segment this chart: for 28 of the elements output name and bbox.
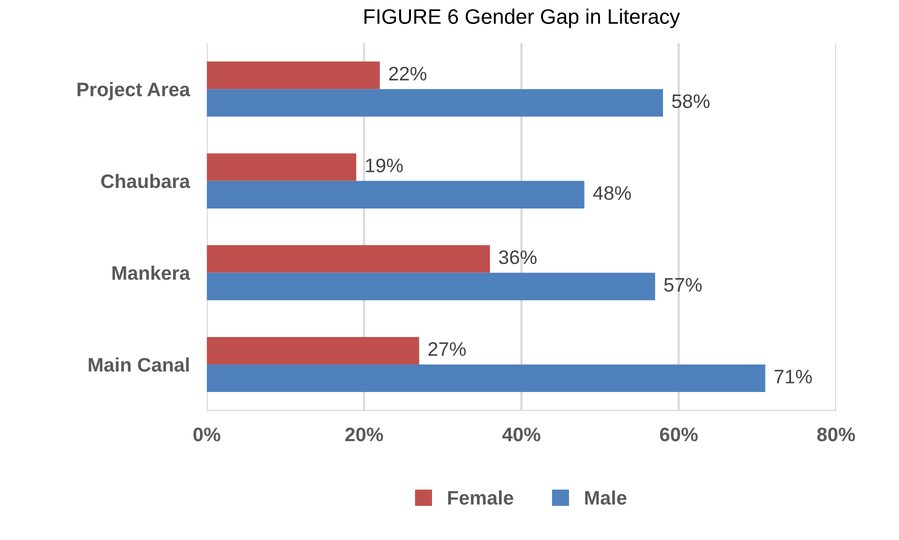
data-label: 48% [593,186,631,200]
x-tick-label: 0% [193,428,220,442]
data-label: 36% [499,250,537,264]
x-tick-label: 60% [660,428,698,442]
chart-title: FIGURE 6 Gender Gap in Literacy [364,8,680,28]
bar [206,89,664,117]
data-label: 57% [664,278,702,292]
x-tick-label: 20% [345,428,384,442]
data-label: 22% [389,66,426,80]
y-tick-label: Chaubara [101,174,190,188]
data-label: 19% [366,158,403,172]
x-tick-label: 80% [817,428,856,442]
data-label: 71% [774,370,812,384]
y-tick-label: Main Canal [88,357,189,372]
legend-label: Male [585,490,626,505]
bar [206,180,584,208]
bar [206,272,656,300]
x-tick-label: 40% [502,428,540,442]
data-label: 58% [672,94,710,108]
bar [206,364,766,392]
legend-label: Female [448,490,514,505]
y-tick-label: Mankera [112,266,190,280]
y-tick-label: Project Area [78,82,190,100]
bar [206,62,380,90]
bar [206,336,420,364]
bar [206,245,490,273]
bar [206,153,356,181]
data-label: 27% [428,342,466,356]
